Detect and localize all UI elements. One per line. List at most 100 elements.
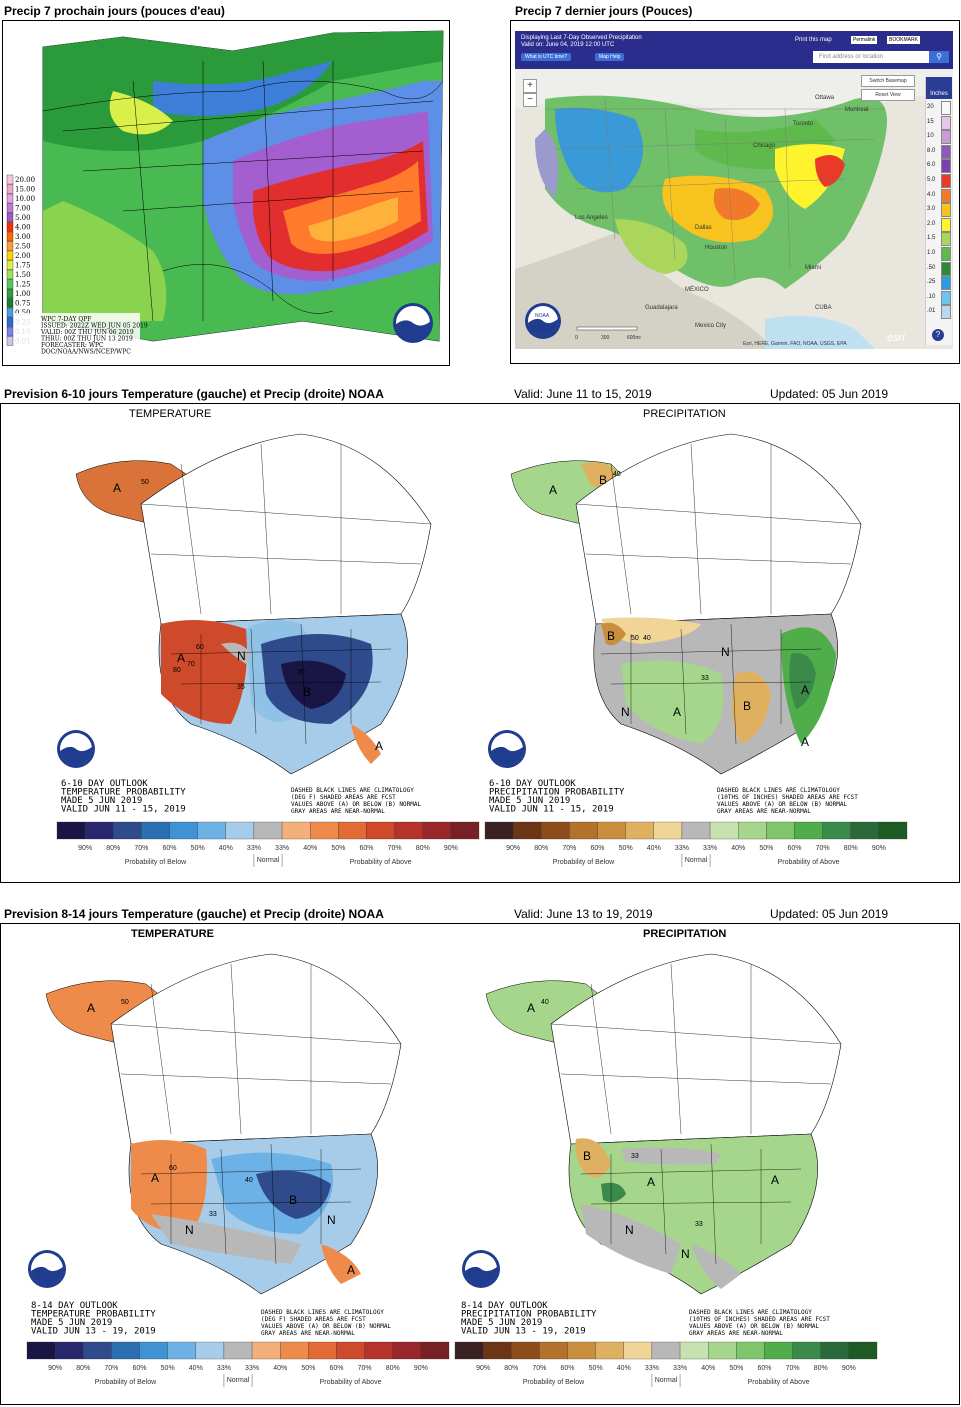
print-map-link[interactable]: Print this map <box>795 37 832 43</box>
qpf-info-line: WPC 7-DAY QPF <box>41 316 91 323</box>
legend-swatch <box>794 821 823 840</box>
outlook-line: VALID JUN 11 - 15, 2019 <box>489 805 614 815</box>
label-a: A <box>801 683 809 697</box>
zoom-out-button[interactable]: − <box>523 93 537 107</box>
legend-below-label: Probability of Below <box>95 1379 157 1386</box>
legend-row: 10 <box>926 130 952 145</box>
help-icon[interactable]: ? <box>932 329 944 341</box>
contour-label: 70 <box>187 661 195 668</box>
legend-swatch <box>848 1341 878 1360</box>
outlook-line: 8-14 DAY OUTLOOK <box>31 1301 118 1311</box>
scale-label-600: 600mi <box>627 335 641 341</box>
qpf-info-line: ISSUED: 2022Z WED JUN 05 2019 <box>41 323 148 330</box>
legend-swatch <box>338 821 367 840</box>
legend-pct: 33% <box>645 1365 659 1372</box>
outlook-line: (10THS OF INCHES) SHADED AREAS ARE FCST <box>717 794 858 801</box>
outlook-814-header: Prevision 8-14 jours Temperature (gauche… <box>4 907 384 921</box>
legend-pct: 70% <box>562 845 576 852</box>
map-attribution: Esri, HERE, Garmin, FAO, NOAA, USGS, EPA <box>743 341 847 347</box>
legend-pct: 60% <box>359 845 373 852</box>
legend-swatch <box>422 821 452 840</box>
legend-pct: 50% <box>191 845 205 852</box>
contour-label: 50 <box>121 999 129 1006</box>
legend-pct: 50% <box>759 845 773 852</box>
legend-pct: 33% <box>247 845 261 852</box>
switch-basemap-button[interactable]: Switch Basemap <box>861 75 915 87</box>
legend-value: .10 <box>927 293 936 300</box>
label-b: B <box>583 1149 591 1163</box>
legend-pct: 50% <box>589 1365 603 1372</box>
legend-value: 5.0 <box>927 176 936 183</box>
legend-value: .01 <box>927 308 936 315</box>
outlook-line: 6-10 DAY OUTLOOK <box>489 779 576 789</box>
legend-swatch <box>941 144 951 159</box>
legend-normal-label: Normal <box>227 1377 250 1384</box>
outlook-line: GRAY AREAS ARE NEAR-NORMAL <box>261 1330 355 1337</box>
legend-swatch <box>766 821 795 840</box>
legend-below-label: Probability of Below <box>125 859 187 866</box>
utc-button[interactable]: What is UTC time? <box>521 53 571 61</box>
legend-swatch <box>941 261 951 276</box>
reset-view-button[interactable]: Reset View <box>861 89 915 101</box>
legend-pct: 70% <box>104 1365 118 1372</box>
legend-above-label: Probability of Above <box>350 859 412 866</box>
zoom-in-button[interactable]: + <box>523 79 537 93</box>
legend-pct: 50% <box>161 1365 175 1372</box>
outlook-610-header: Prevision 6-10 jours Temperature (gauche… <box>4 387 384 401</box>
legend-swatch <box>941 101 951 115</box>
webmap-title: Displaying Last 7-Day Observed Precipita… <box>521 35 642 41</box>
place-label-chicago: Chicago <box>753 143 776 149</box>
address-search-input[interactable]: Find address or location <box>813 51 931 63</box>
legend-swatch <box>792 1341 821 1360</box>
legend-swatch <box>6 260 14 270</box>
legend-value: 1.75 <box>15 262 31 270</box>
legend-swatch <box>6 203 14 213</box>
legend-pct: 70% <box>358 1365 372 1372</box>
observed-precip-map: MÉXICO Guadalajara Mexico City CUBA Otta… <box>515 69 953 349</box>
legend-value: 1.25 <box>15 281 31 289</box>
legend-swatch <box>681 821 711 840</box>
legend-swatch <box>511 1341 540 1360</box>
permalink-button[interactable]: Permalink <box>851 36 878 44</box>
legend-swatch <box>6 279 14 289</box>
legend-swatch <box>195 1341 225 1360</box>
legend-value: 1.5 <box>927 235 936 242</box>
legend-swatch <box>111 1341 140 1360</box>
outlook-line: MADE 5 JUN 2019 <box>61 796 142 806</box>
precip-814-title: PRECIPITATION <box>643 928 727 940</box>
contour-label: 33 <box>209 1211 217 1218</box>
noaa-logo-text: NOAA <box>535 313 550 319</box>
legend-pct: 33% <box>245 1365 259 1372</box>
legend-pct: 40% <box>647 845 661 852</box>
legend-value: 20 <box>927 104 934 110</box>
bookmark-button[interactable]: BOOKMARK <box>887 36 920 44</box>
legend-swatch <box>850 821 880 840</box>
legend-swatch <box>708 1341 737 1360</box>
legend-swatch <box>6 269 14 280</box>
precip-610-notes: DASHED BLACK LINES ARE CLIMATOLOGY(10THS… <box>717 787 858 815</box>
qpf-info-line: FORECASTER: WPC <box>41 342 104 349</box>
legend-pct: 60% <box>163 845 177 852</box>
outlook-line: 8-14 DAY OUTLOOK <box>461 1301 548 1311</box>
legend-value: 1.00 <box>15 290 31 298</box>
search-icon[interactable]: ⚲ <box>929 51 949 63</box>
outlook-line: VALID JUN 11 - 15, 2019 <box>61 805 186 815</box>
legend-swatch <box>225 821 255 840</box>
label-a: A <box>647 1175 655 1189</box>
legend-swatch <box>6 212 14 223</box>
place-label-guadalajara: Guadalajara <box>645 305 678 311</box>
qpf-map-panel: 20.00 15.00 10.00 7.00 5.00 4.00 3.00 2.50 2.00 1… <box>2 20 450 366</box>
legend-pct: 90% <box>78 845 92 852</box>
legend-swatch <box>6 184 14 194</box>
map-help-button[interactable]: Map Help <box>595 53 625 61</box>
legend-above-label: Probability of Above <box>778 859 840 866</box>
legend-value: 15 <box>927 118 934 125</box>
legend-swatch <box>6 241 14 251</box>
legend-swatch <box>113 821 142 840</box>
legend-pct: 50% <box>331 845 345 852</box>
outlook-line: (10THS OF INCHES) SHADED AREAS ARE FCST <box>689 1316 830 1323</box>
legend-row: 20 <box>926 101 952 116</box>
